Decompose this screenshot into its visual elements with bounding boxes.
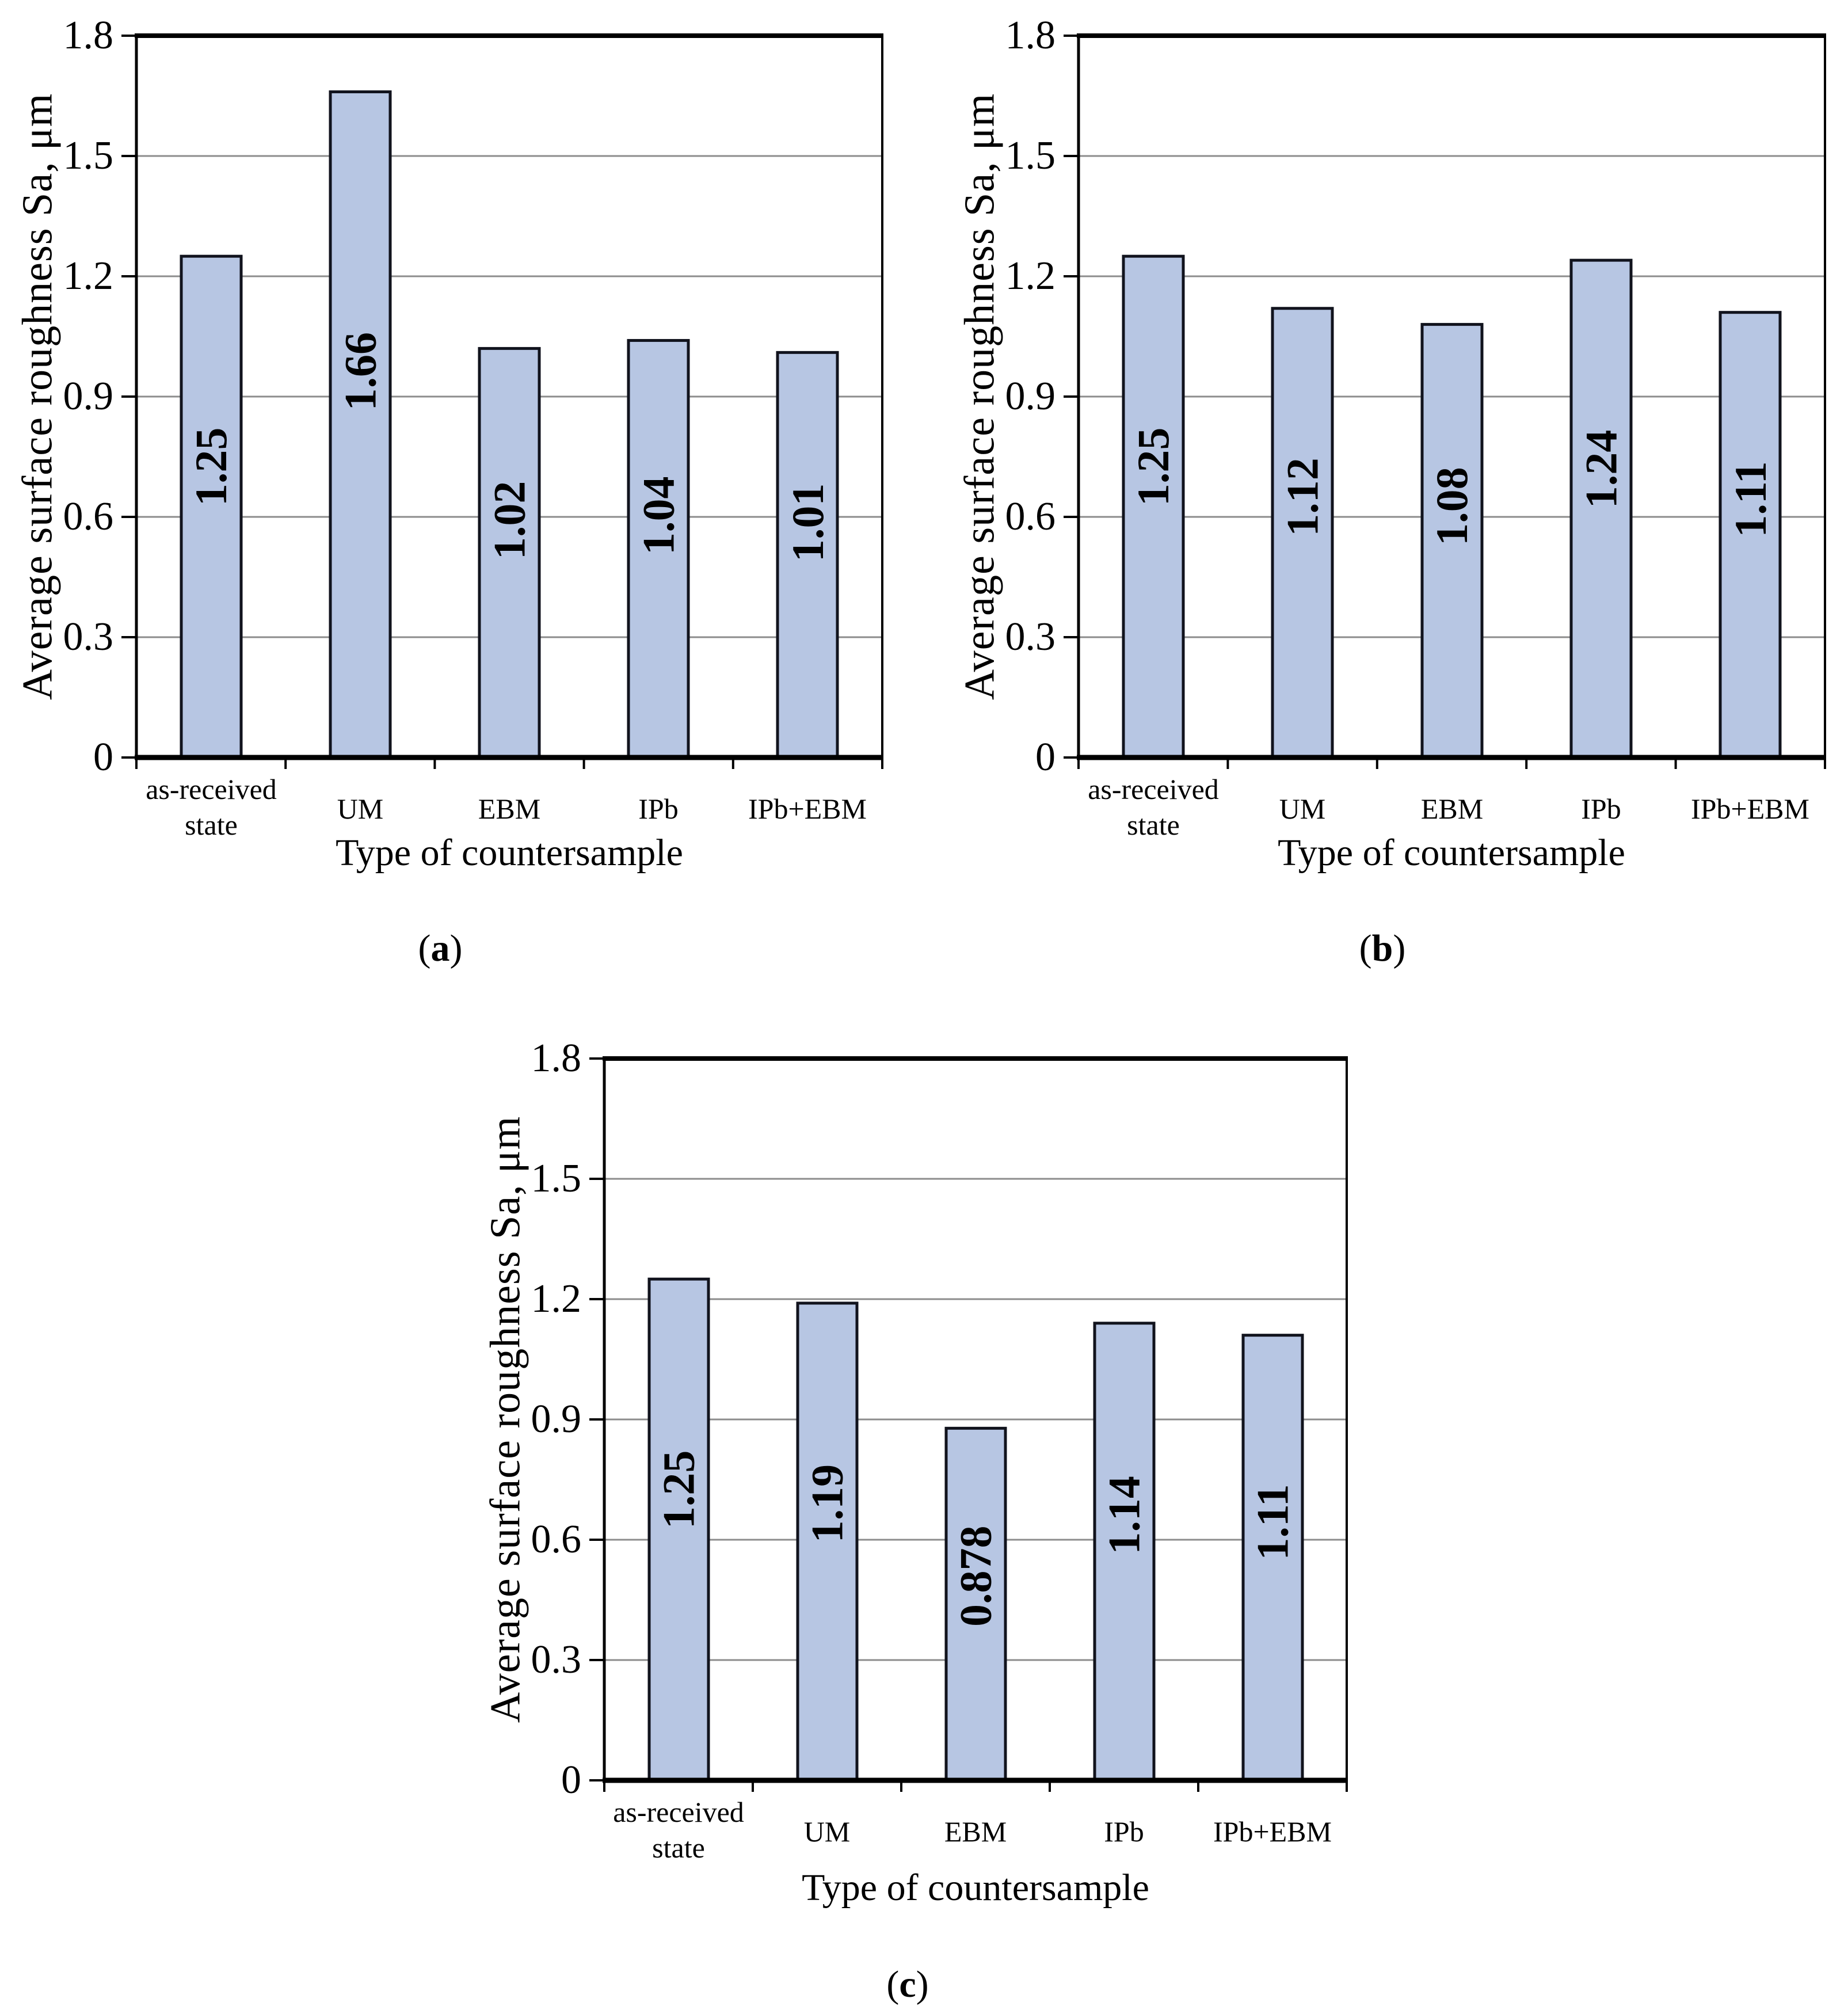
bar-value-label: 1.08 [1427,467,1477,546]
bar-ebm [1420,323,1484,759]
y-tick-label: 1.5 [1005,134,1056,178]
bar-as-received-state [1122,254,1185,759]
chart-b-plot-area: 1.25 1.12 1.08 1.24 1.11 [1064,33,1826,769]
bar-value-label: 1.25 [654,1451,704,1529]
category-label: as-received state [1088,773,1219,841]
y-tick-label: 0.6 [531,1517,582,1562]
chart-caption: (a) [418,927,463,969]
bar-value-label: 1.19 [802,1464,852,1543]
category-label: IPb [1104,1815,1144,1848]
y-tick-label: 0.9 [531,1397,582,1441]
bar-um [796,1301,859,1782]
bar-ebm [478,347,541,759]
category-label: UM [337,793,384,825]
category-label: IPb+EBM [1213,1815,1332,1848]
y-tick-label: 0 [93,735,113,779]
category-label: IPb [1581,793,1621,825]
x-axis-title: Type of countersample [336,832,683,874]
bar-value-label: 1.14 [1099,1476,1149,1555]
y-tick-label: 1.8 [63,13,114,58]
y-tick-label: 0.3 [63,615,114,659]
x-axis-title: Type of countersample [1278,832,1625,874]
chart-a-plot-area: 1.25 1.66 1.02 1.04 1.01 [121,33,883,769]
bar-value-label: 1.11 [1725,461,1775,537]
bar-value-label: 1.11 [1248,1484,1298,1560]
chart-caption: (b) [1359,927,1406,969]
bar-ipb [1093,1322,1156,1782]
chart-b: 1.25 1.12 1.08 1.24 1.11 Average surface rou… [927,0,1848,1002]
category-label: EBM [478,793,541,825]
y-tick-label: 0 [561,1758,581,1802]
y-tick-label: 1.2 [63,254,114,298]
bar-value-label: 1.02 [485,481,535,560]
y-tick-label: 1.5 [531,1156,582,1201]
category-label: as-received state [613,1796,744,1864]
y-tick-label: 0.3 [531,1638,582,1682]
bar-ipb [627,338,690,759]
y-tick-label: 1.8 [531,1036,582,1080]
category-label: IPb+EBM [1690,793,1809,825]
bar-ipb+ebm [1719,311,1782,759]
category-label: IPb [638,793,679,825]
bar-value-label: 1.01 [783,484,833,562]
category-label: UM [1279,793,1326,825]
bar-value-label: 0.878 [951,1525,1001,1627]
y-tick-label: 1.8 [1005,13,1056,58]
category-label: as-received state [146,773,277,841]
y-tick-label: 1.2 [1005,254,1056,298]
category-label: UM [803,1815,851,1848]
bar-as-received-state [180,254,243,759]
bar-ipb+ebm [776,351,839,759]
bar-value-label: 1.25 [186,428,236,507]
y-tick-label: 0.9 [1005,374,1056,418]
y-tick-label: 0.3 [1005,615,1056,659]
y-tick-label: 0 [1035,735,1056,779]
y-tick-label: 0.6 [63,494,114,539]
chart-c-plot-area: 1.25 1.19 0.878 1.14 1.11 [589,1056,1348,1792]
bar-value-label: 1.04 [634,477,684,555]
bar-as-received-state [647,1277,710,1782]
y-tick-label: 1.5 [63,134,114,178]
chart-caption: (c) [886,1963,929,2005]
category-label: EBM [944,1815,1007,1848]
category-label: IPb+EBM [748,793,867,825]
category-label: EBM [1420,793,1484,825]
y-tick-label: 0.9 [63,374,114,418]
bar-value-label: 1.66 [335,332,385,411]
bar-value-label: 1.25 [1128,428,1178,507]
bar-value-label: 1.24 [1576,430,1626,509]
y-tick-label: 0.6 [1005,494,1056,539]
chart-c: 1.25 1.19 0.878 1.14 1.11 Average surface ro… [460,1013,1388,2010]
bar-um [329,90,392,759]
y-tick-label: 1.2 [531,1277,582,1321]
chart-a: 1.25 1.66 1.02 1.04 1.01 Average surface rou… [0,0,927,1002]
bar-value-label: 1.12 [1278,458,1328,536]
x-axis-title: Type of countersample [802,1867,1149,1909]
bar-ipb+ebm [1241,1334,1304,1782]
